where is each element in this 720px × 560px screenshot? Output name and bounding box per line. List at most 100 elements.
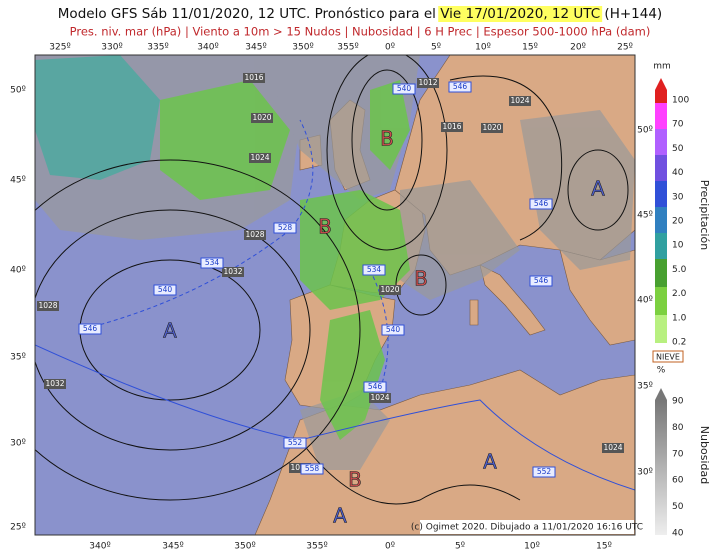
subtitle: Pres. niv. mar (hPa) | Viento a 10m > 15… [70, 25, 651, 39]
swatch [655, 129, 667, 155]
swatch [655, 315, 667, 343]
thickness-label: 540 [386, 325, 401, 334]
longitude-label: 0º [385, 43, 395, 53]
label-box [44, 379, 66, 389]
label-box [153, 284, 177, 296]
isobar-label: 1028 [245, 230, 264, 239]
isobar-label: 1016 [244, 73, 263, 82]
longitude-label: 15º [522, 43, 538, 53]
label-box [363, 381, 387, 393]
label-box [441, 122, 463, 132]
label-box [532, 466, 556, 478]
label-box [283, 437, 307, 449]
snow-box [652, 350, 684, 363]
label-box [369, 393, 391, 403]
longitude-label: 25º [617, 43, 633, 53]
credit: (c) Ogimet 2020. Dibujado a 11/01/2020 1… [411, 523, 643, 533]
label-box [602, 443, 624, 453]
precip-scale-label: 1.0 [672, 313, 687, 323]
precip-scale-label: 40 [672, 168, 684, 178]
longitude-label: 340º [197, 43, 218, 53]
precip-scale-label: 50 [672, 144, 684, 154]
precip-scale-label: 0.2 [672, 338, 686, 348]
isobar [567, 149, 629, 231]
cloud-unit: % [657, 366, 666, 376]
sardinia [469, 299, 479, 326]
longitude-label: 335º [147, 43, 168, 53]
pressure-center: A [591, 177, 605, 201]
swatch [655, 207, 667, 233]
label-box [244, 230, 266, 240]
label-box [509, 96, 531, 106]
label-box [379, 285, 401, 295]
swatch [655, 103, 667, 129]
precip-scale-label: 20 [672, 217, 684, 227]
title-highlight: Vie 17/01/2020, 12 UTC [440, 6, 600, 22]
thickness-label: 534 [205, 258, 220, 267]
thickness-label: 546 [534, 199, 549, 208]
longitude-label: 345º [245, 43, 266, 53]
pressure-center: B [348, 468, 362, 492]
longitude-label: 15º [596, 542, 612, 552]
cloud-scale-label: 80 [672, 423, 684, 433]
credit-box [420, 520, 634, 534]
swatch [655, 155, 667, 181]
isobar-label: 1020 [380, 285, 399, 294]
label-box [300, 463, 324, 475]
latitude-label: 50º [10, 86, 26, 96]
isobar-label: 1024 [510, 96, 529, 105]
map-frame [34, 54, 636, 536]
label-box [362, 264, 386, 276]
latitude-label: 45º [637, 211, 653, 221]
latitude-label: 30º [637, 468, 653, 478]
swatch [655, 259, 667, 287]
precip-scale-label: 100 [672, 96, 689, 106]
isobar [326, 55, 448, 251]
title-highlight-box [438, 6, 603, 22]
isobar-label: 1016 [442, 122, 461, 131]
label-box [392, 83, 416, 95]
label-box [481, 123, 503, 133]
legend [652, 78, 684, 535]
longitude-label: 5º [431, 43, 441, 53]
swatch [655, 287, 667, 315]
swatch [655, 233, 667, 259]
pressure-center: A [333, 504, 347, 528]
longitude-label: 345º [162, 542, 183, 552]
precip-area [160, 80, 290, 200]
thickness-label: 552 [537, 467, 552, 476]
isobar-label: 1032 [290, 463, 309, 472]
longitude-label: 20º [570, 43, 586, 53]
cloud-scale-label: 60 [672, 476, 684, 486]
precip-unit: mm [653, 62, 671, 72]
latitude-label: 40º [637, 296, 653, 306]
thickness-label: 534 [367, 265, 382, 274]
thickness-label: 546 [453, 82, 468, 91]
precip-area [370, 80, 410, 170]
label-box [222, 267, 244, 277]
longitude-label: 340º [89, 542, 110, 552]
label-box [529, 198, 553, 210]
latitude-label: 40º [10, 266, 26, 276]
isobar-label: 1024 [250, 153, 269, 162]
cloud-scale [655, 400, 667, 535]
label-box [243, 73, 265, 83]
isobar-label: 1012 [418, 78, 437, 87]
pressure-center: A [163, 319, 177, 343]
thickness-line [35, 344, 635, 491]
title-text: Modelo GFS Sáb 11/01/2020, 12 UTC. Pronó… [58, 6, 440, 22]
label-box [381, 324, 405, 336]
isobar-label: 1024 [370, 393, 389, 402]
longitude-label: 0º [385, 542, 395, 552]
thickness-label: 540 [158, 285, 173, 294]
isobar [351, 69, 423, 211]
label-box [273, 222, 297, 234]
precip-area [300, 190, 410, 310]
isobar-label: 1024 [603, 443, 622, 452]
thickness-label: 540 [397, 84, 412, 93]
latitude-label: 35º [10, 353, 26, 363]
label-box [249, 153, 271, 163]
cloud [520, 110, 635, 270]
thickness-label: 546 [368, 382, 383, 391]
latitude-label: 35º [637, 382, 653, 392]
